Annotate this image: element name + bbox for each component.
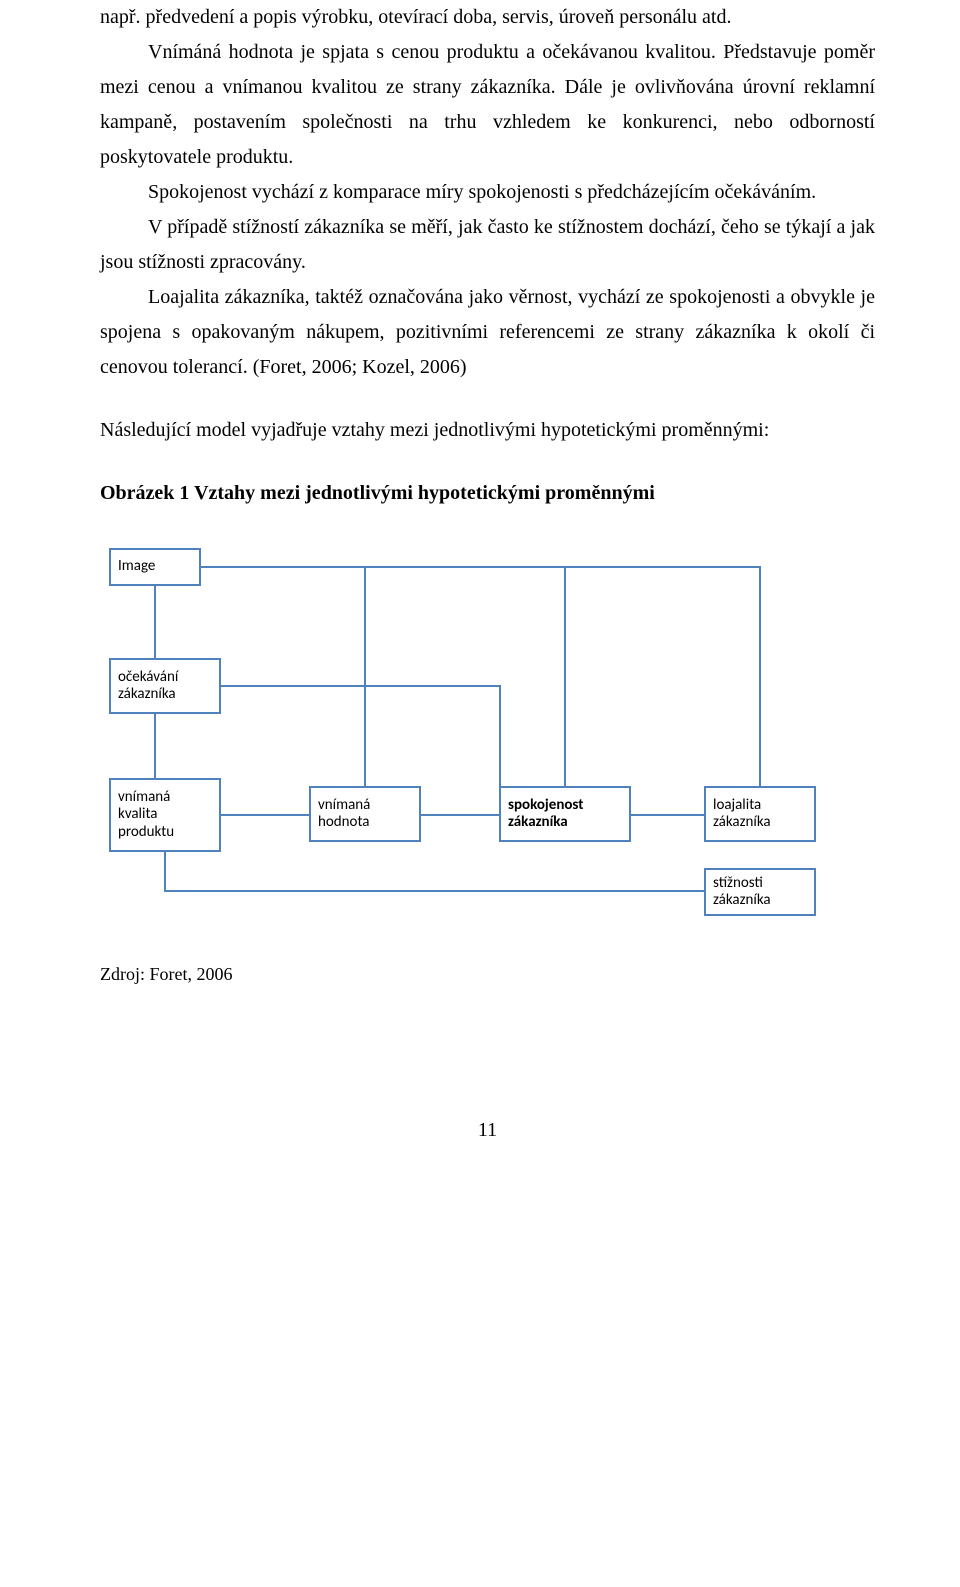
para-1: např. předvedení a popis výrobku, otevír… [100, 0, 875, 35]
para-6: Následující model vyjadřuje vztahy mezi … [100, 413, 875, 448]
connector [200, 567, 760, 787]
para-4: V případě stížností zákazníka se měří, j… [100, 210, 875, 280]
page-number: 11 [100, 1119, 875, 1142]
connector [200, 567, 365, 787]
figure-source: Zdroj: Foret, 2006 [100, 960, 875, 989]
diagram-node-label: vnímaná kvalita produktu [110, 779, 220, 851]
diagram-node-label: stížnosti zákazníka [705, 869, 815, 915]
diagram-node-n4: vnímaná hodnota [310, 787, 420, 841]
connector [200, 567, 565, 787]
diagram-node-label: očekávání zákazníka [110, 659, 220, 713]
body-text: např. předvedení a popis výrobku, otevír… [100, 0, 875, 385]
connector [220, 686, 500, 787]
diagram-node-label: vnímaná hodnota [310, 787, 420, 841]
diagram-node-label: spokojenost zákazníka [500, 787, 630, 841]
figure-caption-prefix: Obrázek 1 [100, 482, 189, 504]
diagram-node-n7: stížnosti zákazníka [705, 869, 815, 915]
connector [165, 851, 705, 891]
figure-caption: Obrázek 1 Vztahy mezi jednotlivými hypot… [100, 476, 875, 511]
diagram-node-n1: Image [110, 549, 200, 585]
diagram-node-label: loajalita zákazníka [705, 787, 815, 841]
diagram-node-label: Image [110, 549, 200, 585]
diagram-node-n6: loajalita zákazníka [705, 787, 815, 841]
lead-in: Následující model vyjadřuje vztahy mezi … [100, 413, 875, 448]
para-2: Vnímáná hodnota je spjata s cenou produk… [100, 35, 875, 175]
diagram-node-n5: spokojenost zákazníka [500, 787, 630, 841]
para-5: Loajalita zákazníka, taktéž označována j… [100, 280, 875, 385]
diagram-node-n3: vnímaná kvalita produktu [110, 779, 220, 851]
figure-caption-text: Vztahy mezi jednotlivými hypotetickými p… [189, 482, 654, 504]
figure-diagram: Image očekávání zákazníka vnímaná kvalita … [100, 539, 875, 924]
para-3: Spokojenost vychází z komparace míry spo… [100, 175, 875, 210]
diagram-node-n2: očekávání zákazníka [110, 659, 220, 713]
